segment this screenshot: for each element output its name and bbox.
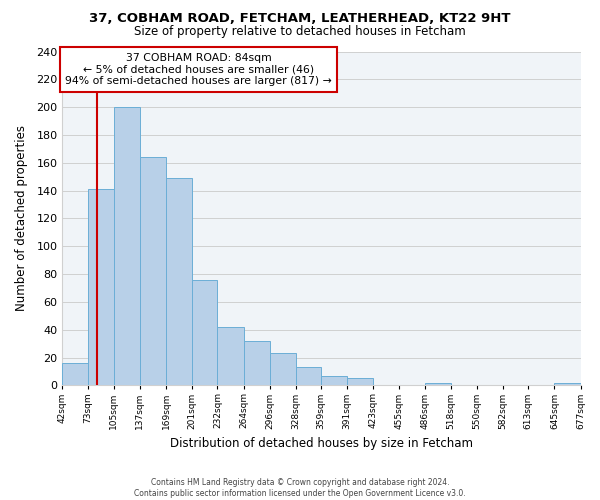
Bar bbox=[192, 280, 217, 386]
Text: 37, COBHAM ROAD, FETCHAM, LEATHERHEAD, KT22 9HT: 37, COBHAM ROAD, FETCHAM, LEATHERHEAD, K… bbox=[89, 12, 511, 26]
Text: Size of property relative to detached houses in Fetcham: Size of property relative to detached ho… bbox=[134, 25, 466, 38]
Bar bbox=[166, 178, 192, 386]
Bar bbox=[269, 354, 296, 386]
Bar bbox=[244, 341, 269, 386]
Bar bbox=[140, 157, 166, 386]
Bar bbox=[425, 382, 451, 386]
Bar bbox=[88, 189, 114, 386]
Bar bbox=[554, 382, 581, 386]
Bar bbox=[62, 363, 88, 386]
Bar bbox=[296, 368, 321, 386]
Bar bbox=[347, 378, 373, 386]
Bar bbox=[321, 376, 347, 386]
Text: 37 COBHAM ROAD: 84sqm
← 5% of detached houses are smaller (46)
94% of semi-detac: 37 COBHAM ROAD: 84sqm ← 5% of detached h… bbox=[65, 53, 332, 86]
Bar bbox=[217, 327, 244, 386]
Text: Contains HM Land Registry data © Crown copyright and database right 2024.
Contai: Contains HM Land Registry data © Crown c… bbox=[134, 478, 466, 498]
Y-axis label: Number of detached properties: Number of detached properties bbox=[15, 126, 28, 312]
Bar bbox=[114, 107, 140, 386]
X-axis label: Distribution of detached houses by size in Fetcham: Distribution of detached houses by size … bbox=[170, 437, 473, 450]
